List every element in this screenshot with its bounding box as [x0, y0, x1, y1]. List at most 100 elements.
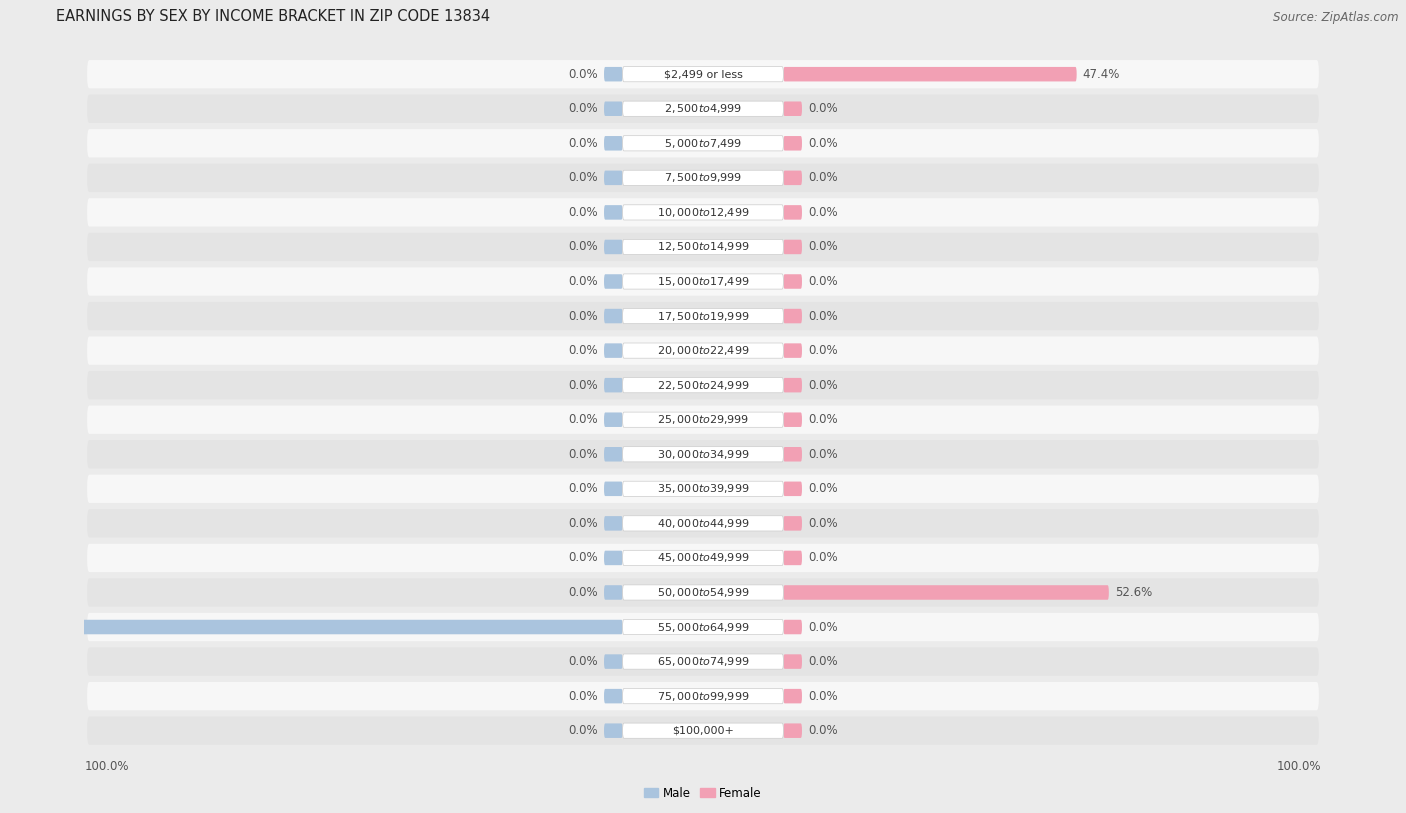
FancyBboxPatch shape: [783, 205, 801, 220]
Text: 0.0%: 0.0%: [808, 689, 838, 702]
FancyBboxPatch shape: [605, 240, 623, 254]
Text: 0.0%: 0.0%: [808, 448, 838, 461]
FancyBboxPatch shape: [623, 446, 783, 462]
FancyBboxPatch shape: [783, 67, 1077, 81]
Text: 0.0%: 0.0%: [568, 310, 598, 323]
Text: 0.0%: 0.0%: [568, 102, 598, 115]
Text: $30,000 to $34,999: $30,000 to $34,999: [657, 448, 749, 461]
FancyBboxPatch shape: [623, 481, 783, 497]
FancyBboxPatch shape: [783, 171, 801, 185]
Text: 0.0%: 0.0%: [568, 206, 598, 219]
Text: $35,000 to $39,999: $35,000 to $39,999: [657, 482, 749, 495]
FancyBboxPatch shape: [783, 585, 1109, 600]
Text: $100,000+: $100,000+: [672, 726, 734, 736]
Text: $10,000 to $12,499: $10,000 to $12,499: [657, 206, 749, 219]
FancyBboxPatch shape: [783, 136, 801, 150]
FancyBboxPatch shape: [4, 620, 623, 634]
FancyBboxPatch shape: [623, 136, 783, 151]
FancyBboxPatch shape: [783, 343, 801, 358]
Text: 0.0%: 0.0%: [808, 655, 838, 668]
FancyBboxPatch shape: [605, 412, 623, 427]
Text: $40,000 to $44,999: $40,000 to $44,999: [657, 517, 749, 530]
Text: 0.0%: 0.0%: [808, 379, 838, 392]
Text: $55,000 to $64,999: $55,000 to $64,999: [657, 620, 749, 633]
FancyBboxPatch shape: [623, 585, 783, 600]
FancyBboxPatch shape: [783, 309, 801, 324]
FancyBboxPatch shape: [87, 440, 1319, 468]
Text: $65,000 to $74,999: $65,000 to $74,999: [657, 655, 749, 668]
Text: $15,000 to $17,499: $15,000 to $17,499: [657, 275, 749, 288]
FancyBboxPatch shape: [605, 654, 623, 669]
Text: 0.0%: 0.0%: [568, 172, 598, 185]
Text: 52.6%: 52.6%: [1115, 586, 1153, 599]
FancyBboxPatch shape: [605, 102, 623, 116]
FancyBboxPatch shape: [87, 60, 1319, 89]
Text: 47.4%: 47.4%: [1083, 67, 1121, 80]
Text: $50,000 to $54,999: $50,000 to $54,999: [657, 586, 749, 599]
Text: 0.0%: 0.0%: [568, 275, 598, 288]
FancyBboxPatch shape: [605, 516, 623, 531]
FancyBboxPatch shape: [87, 716, 1319, 745]
Text: 100.0%: 100.0%: [1277, 760, 1322, 773]
Text: $7,500 to $9,999: $7,500 to $9,999: [664, 172, 742, 185]
FancyBboxPatch shape: [605, 447, 623, 462]
Text: 0.0%: 0.0%: [568, 724, 598, 737]
Text: $2,500 to $4,999: $2,500 to $4,999: [664, 102, 742, 115]
Legend: Male, Female: Male, Female: [640, 782, 766, 804]
FancyBboxPatch shape: [87, 198, 1319, 227]
Text: $12,500 to $14,999: $12,500 to $14,999: [657, 241, 749, 254]
Text: $75,000 to $99,999: $75,000 to $99,999: [657, 689, 749, 702]
FancyBboxPatch shape: [605, 550, 623, 565]
FancyBboxPatch shape: [623, 550, 783, 566]
FancyBboxPatch shape: [87, 302, 1319, 330]
FancyBboxPatch shape: [623, 620, 783, 635]
FancyBboxPatch shape: [87, 613, 1319, 641]
FancyBboxPatch shape: [623, 723, 783, 738]
FancyBboxPatch shape: [87, 233, 1319, 261]
FancyBboxPatch shape: [605, 343, 623, 358]
Text: 0.0%: 0.0%: [568, 413, 598, 426]
Text: 0.0%: 0.0%: [568, 482, 598, 495]
FancyBboxPatch shape: [623, 377, 783, 393]
Text: 0.0%: 0.0%: [808, 310, 838, 323]
Text: $5,000 to $7,499: $5,000 to $7,499: [664, 137, 742, 150]
FancyBboxPatch shape: [87, 509, 1319, 537]
FancyBboxPatch shape: [87, 163, 1319, 192]
FancyBboxPatch shape: [623, 205, 783, 220]
FancyBboxPatch shape: [87, 267, 1319, 296]
Text: 0.0%: 0.0%: [568, 551, 598, 564]
Text: 0.0%: 0.0%: [568, 137, 598, 150]
FancyBboxPatch shape: [623, 654, 783, 669]
Text: 0.0%: 0.0%: [808, 724, 838, 737]
Text: EARNINGS BY SEX BY INCOME BRACKET IN ZIP CODE 13834: EARNINGS BY SEX BY INCOME BRACKET IN ZIP…: [56, 10, 491, 24]
FancyBboxPatch shape: [783, 447, 801, 462]
Text: 0.0%: 0.0%: [808, 172, 838, 185]
Text: 0.0%: 0.0%: [568, 379, 598, 392]
FancyBboxPatch shape: [605, 171, 623, 185]
FancyBboxPatch shape: [87, 475, 1319, 503]
FancyBboxPatch shape: [623, 689, 783, 704]
FancyBboxPatch shape: [605, 67, 623, 81]
FancyBboxPatch shape: [623, 239, 783, 254]
Text: 0.0%: 0.0%: [808, 241, 838, 254]
FancyBboxPatch shape: [783, 724, 801, 738]
FancyBboxPatch shape: [623, 308, 783, 324]
FancyBboxPatch shape: [605, 309, 623, 324]
FancyBboxPatch shape: [623, 67, 783, 82]
Text: 0.0%: 0.0%: [568, 448, 598, 461]
FancyBboxPatch shape: [783, 550, 801, 565]
Text: 0.0%: 0.0%: [568, 586, 598, 599]
FancyBboxPatch shape: [605, 205, 623, 220]
FancyBboxPatch shape: [623, 343, 783, 359]
Text: 0.0%: 0.0%: [808, 275, 838, 288]
FancyBboxPatch shape: [623, 170, 783, 185]
Text: 0.0%: 0.0%: [568, 689, 598, 702]
Text: 0.0%: 0.0%: [808, 517, 838, 530]
FancyBboxPatch shape: [783, 412, 801, 427]
Text: 0.0%: 0.0%: [568, 344, 598, 357]
Text: $20,000 to $22,499: $20,000 to $22,499: [657, 344, 749, 357]
FancyBboxPatch shape: [605, 274, 623, 289]
FancyBboxPatch shape: [605, 689, 623, 703]
Text: $2,499 or less: $2,499 or less: [664, 69, 742, 79]
FancyBboxPatch shape: [605, 481, 623, 496]
